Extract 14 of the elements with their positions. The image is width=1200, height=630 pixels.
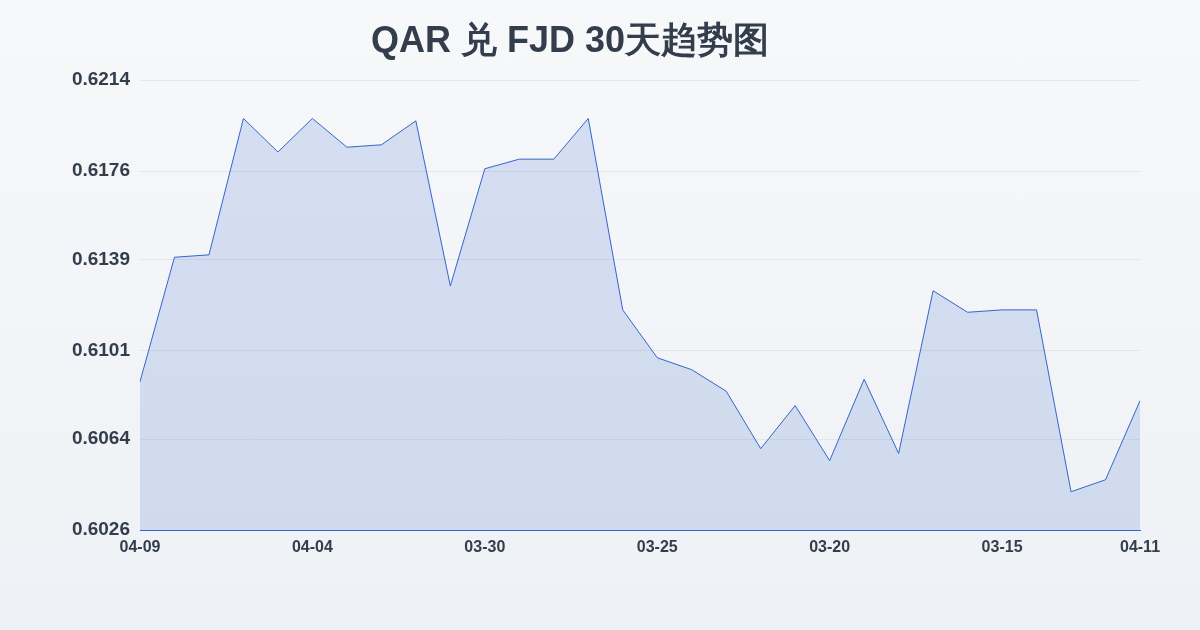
y-tick-label: 0.6101 [71, 338, 131, 360]
x-tick-label: 04-04 [291, 538, 333, 556]
x-tick-label: 03-15 [981, 538, 1023, 556]
y-tick-label: 0.6064 [71, 427, 131, 449]
y-tick-label: 0.6026 [71, 518, 130, 540]
y-tick-label: 0.6176 [71, 159, 130, 181]
x-tick-label: 03-30 [464, 538, 506, 556]
x-tick-label: 04-09 [119, 538, 161, 556]
x-tick-label: 03-25 [636, 538, 678, 556]
y-tick-label: 0.6139 [71, 247, 130, 269]
x-tick-label: 04-11 [1119, 538, 1161, 556]
y-tick-label: 0.6214 [71, 68, 131, 90]
chart-title: QAR 兑 FJD 30天趋势图 [370, 18, 770, 60]
x-tick-label: 03-20 [809, 538, 851, 556]
